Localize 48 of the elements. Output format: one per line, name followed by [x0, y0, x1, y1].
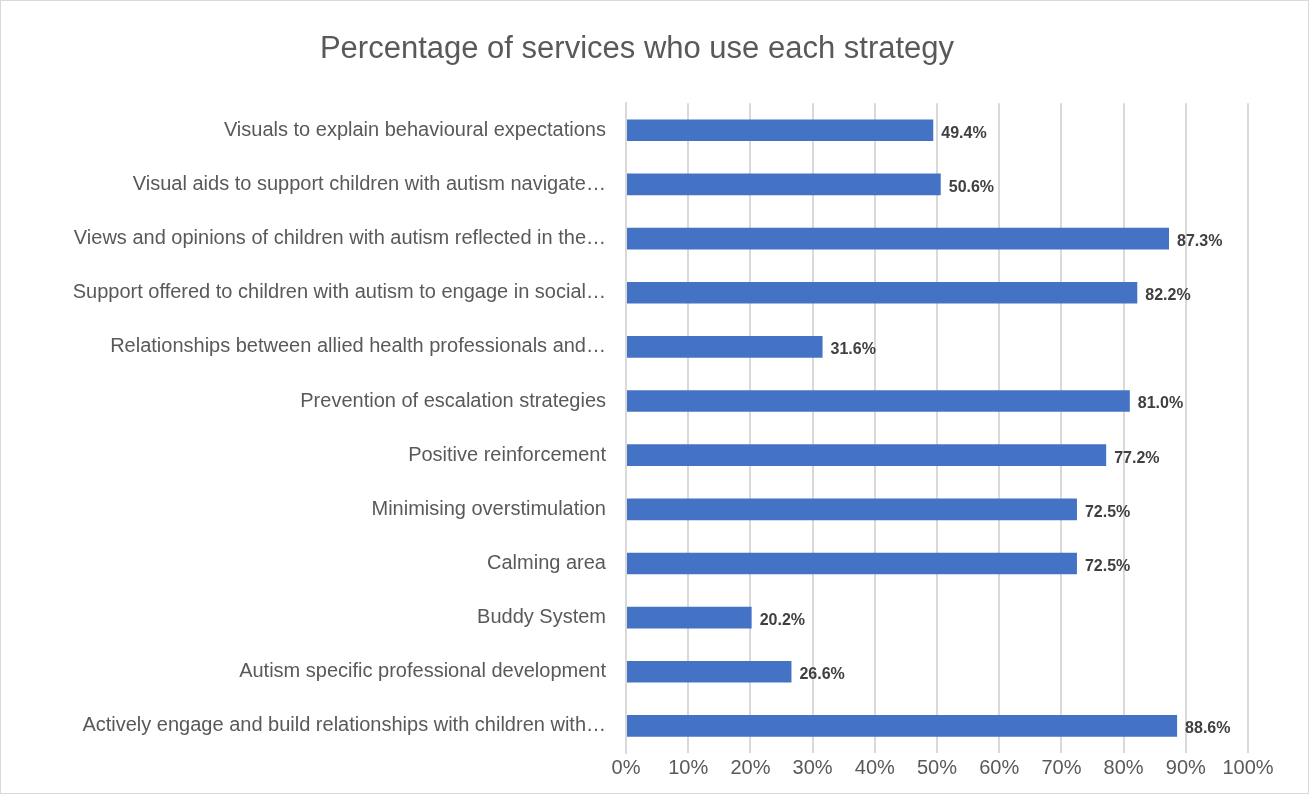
- bar: [627, 715, 1178, 737]
- x-tick-label: 40%: [854, 755, 896, 778]
- data-label: 87.3%: [1177, 231, 1223, 249]
- bar: [627, 336, 823, 358]
- x-tick-label: 60%: [979, 755, 1020, 778]
- chart-title: Percentage of services who use each strategy: [319, 30, 955, 66]
- data-label: 26.6%: [799, 665, 845, 683]
- y-tick-label: Prevention of escalation strategies: [300, 388, 606, 411]
- data-label: 88.6%: [1185, 719, 1231, 737]
- y-tick-label: Visual aids to support children with autism navigate…: [132, 171, 606, 194]
- y-tick-label: Views and opinions of children with autism reflected in the…: [73, 226, 606, 249]
- y-tick-label: Calming area: [487, 550, 607, 573]
- y-tick-label: Autism specific professional development: [239, 659, 607, 682]
- bar: [627, 444, 1107, 467]
- x-tick-label: 70%: [1041, 755, 1082, 778]
- data-label: 72.5%: [1084, 502, 1131, 520]
- data-label: 77.2%: [1114, 448, 1160, 466]
- x-tick-label: 100%: [1222, 755, 1274, 778]
- bar: [627, 119, 934, 142]
- y-tick-label: Positive reinforcement: [408, 442, 607, 465]
- y-tick-label: Actively engage and build relationships with children with…: [82, 713, 606, 736]
- data-label: 81.0%: [1137, 394, 1184, 412]
- data-label: 50.6%: [948, 177, 995, 195]
- bar: [627, 552, 1077, 575]
- bar: [627, 227, 1170, 250]
- y-tick-label: Minimising overstimulation: [371, 496, 606, 519]
- x-tick-label: 30%: [792, 755, 833, 778]
- x-tick-label: 10%: [668, 755, 709, 778]
- x-tick-label: 80%: [1103, 755, 1144, 778]
- y-tick-label: Visuals to explain behavioural expectations: [223, 117, 606, 140]
- data-label: 49.4%: [941, 123, 987, 141]
- bar: [627, 660, 792, 683]
- x-tick-label: 90%: [1165, 755, 1207, 778]
- y-tick-label: Support offered to children with autism to engage in social…: [72, 280, 606, 303]
- y-tick-label: Buddy System: [477, 605, 606, 628]
- data-label: 31.6%: [830, 340, 876, 358]
- bar: [627, 606, 752, 629]
- x-tick-label: 50%: [916, 755, 958, 778]
- data-label: 20.2%: [759, 611, 806, 629]
- y-tick-label: Relationships between allied health professionals and…: [110, 334, 606, 357]
- data-label: 72.5%: [1084, 556, 1131, 574]
- data-label: 82.2%: [1145, 286, 1191, 304]
- bar: [627, 390, 1130, 412]
- x-tick-label: 20%: [730, 755, 771, 778]
- bar: [627, 498, 1077, 521]
- bar: [627, 281, 1138, 304]
- x-tick-label: 0%: [611, 755, 641, 778]
- bar: [627, 173, 941, 196]
